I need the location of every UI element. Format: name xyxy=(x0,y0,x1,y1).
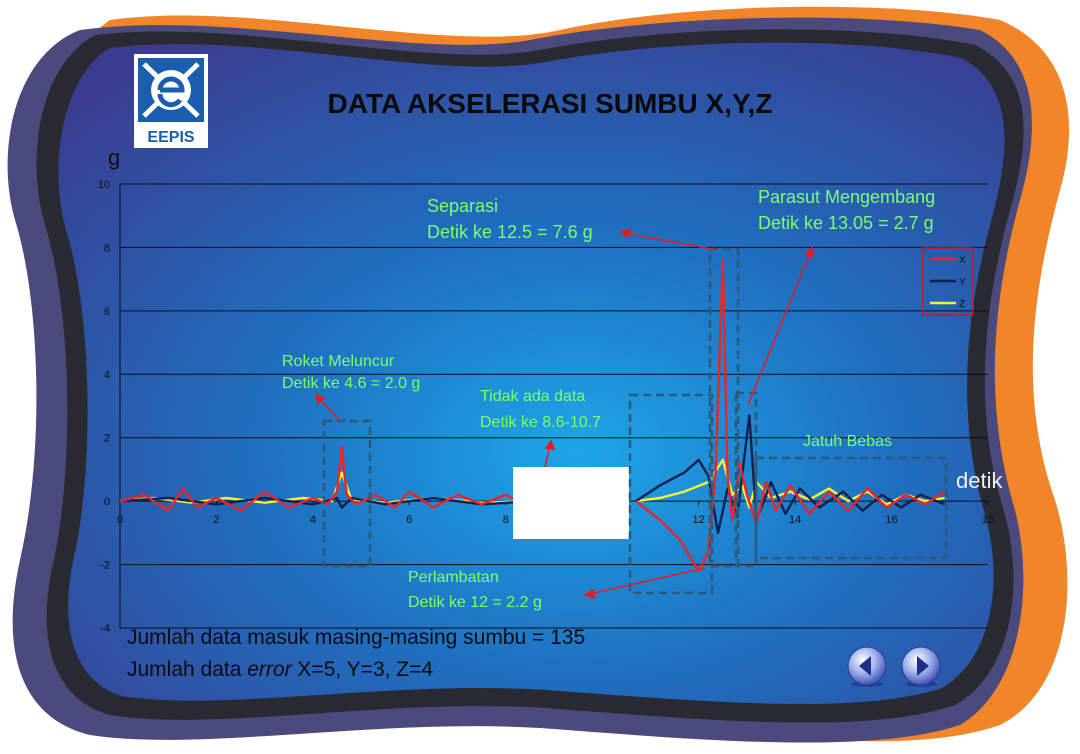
prev-button[interactable] xyxy=(846,646,888,688)
annot-decel-line1: Perlambatan xyxy=(408,569,499,586)
y-tick-label: 2 xyxy=(104,433,110,445)
footer-error-italic: error xyxy=(247,658,292,681)
legend-label-y: Y xyxy=(959,277,966,288)
y-axis-label: g xyxy=(108,145,120,170)
eepis-logo: EEPIS xyxy=(134,54,208,148)
footer-error-prefix: Jumlah data xyxy=(127,658,248,681)
chevron-right-icon xyxy=(901,646,941,687)
x-tick-label: 4 xyxy=(310,514,316,526)
chevron-left-icon xyxy=(847,646,887,687)
x-tick-label: 8 xyxy=(503,514,509,526)
x-tick-label: 14 xyxy=(789,514,801,526)
box-launch xyxy=(322,419,372,568)
legend-label-z: Z xyxy=(959,299,965,310)
x-tick-label: 6 xyxy=(406,514,412,526)
y-tick-label: 4 xyxy=(104,369,110,381)
y-tick-label: -2 xyxy=(100,560,110,572)
y-tick-label: 10 xyxy=(98,179,110,191)
annot-nodata-line1: Tidak ada data xyxy=(480,388,585,405)
box-deceleration xyxy=(628,393,714,595)
annot-freefall-line1: Jatuh Bebas xyxy=(803,433,892,450)
arrow-parachute xyxy=(747,252,811,406)
annot-launch-line2: Detik ke 4.6 = 2.0 g xyxy=(282,375,420,392)
y-tick-label: 6 xyxy=(104,306,110,318)
annotations: Roket Meluncur Detik ke 4.6 = 2.0 g Tida… xyxy=(282,187,935,611)
annot-parachute-line1: Parasut Mengembang xyxy=(758,187,935,207)
y-tick-label: 0 xyxy=(104,496,110,508)
annotation-arrows xyxy=(314,227,814,600)
arrow-deceleration xyxy=(589,567,706,595)
x-tick-label: 2 xyxy=(213,514,219,526)
x-tick-label: 18 xyxy=(982,514,994,526)
box-separation xyxy=(708,247,740,568)
arrow-separation xyxy=(625,232,718,251)
logo-text: EEPIS xyxy=(147,129,194,146)
next-button[interactable] xyxy=(900,646,942,688)
annot-separation-line2: Detik ke 12.5 = 7.6 g xyxy=(427,222,593,242)
annot-separation-line1: Separasi xyxy=(427,196,498,216)
eepis-logo-icon: EEPIS xyxy=(134,54,208,148)
annot-nodata-line2: Detik ke 8.6-10.7 xyxy=(480,414,601,431)
chart-area: -4-20246810024681012141618 xyxy=(98,179,994,635)
annot-decel-line2: Detik ke 12 = 2.2 g xyxy=(408,594,542,611)
annot-parachute-line2: Detik ke 13.05 = 2.7 g xyxy=(758,213,934,233)
footer-data-count: Jumlah data masuk masing-masing sumbu = … xyxy=(127,626,586,649)
panel-blue xyxy=(58,42,1005,704)
x-tick-label: 0 xyxy=(117,514,123,526)
legend-label-x: X xyxy=(959,255,966,266)
x-tick-label: 16 xyxy=(885,514,897,526)
y-tick-label: 8 xyxy=(104,242,110,254)
slide-title: DATA AKSELERASI SUMBU X,Y,Z xyxy=(327,88,773,119)
annot-launch-line1: Roket Meluncur xyxy=(282,353,395,370)
box-parachute xyxy=(734,391,758,568)
footer-error-count: Jumlah data error X=5, Y=3, Z=4 xyxy=(127,658,433,682)
legend-box xyxy=(922,247,974,316)
footer-error-suffix: X=5, Y=3, Z=4 xyxy=(291,658,434,681)
annotation-boxes xyxy=(322,247,948,595)
x-axis-label: detik xyxy=(956,468,1003,493)
missing-data-box xyxy=(513,467,629,539)
chart-legend: X Y Z xyxy=(922,247,974,316)
box-freefall xyxy=(754,456,948,560)
x-tick-label: 12 xyxy=(693,514,705,526)
y-tick-label: -4 xyxy=(100,623,110,635)
